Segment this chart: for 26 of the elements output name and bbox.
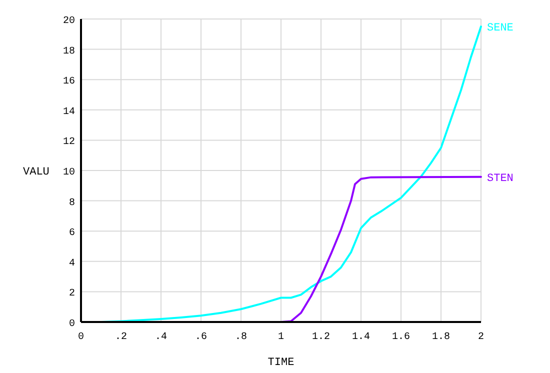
x-tick-label: .6 xyxy=(194,332,208,343)
x-tick-label: 1.4 xyxy=(352,332,370,343)
y-tick-label: 14 xyxy=(62,106,75,118)
x-tick-label: .8 xyxy=(234,332,248,343)
x-tick-label: .4 xyxy=(154,332,168,343)
y-tick-label: 4 xyxy=(68,258,75,270)
y-tick-label: 16 xyxy=(62,76,75,88)
x-tick-label: 1.8 xyxy=(432,332,450,343)
y-tick-label: 10 xyxy=(62,168,75,178)
y-axis-title: VALU xyxy=(23,166,50,178)
y-tick-label: 2 xyxy=(68,288,75,300)
series-label: STEN xyxy=(487,172,514,185)
x-tick-label: .2 xyxy=(114,332,128,343)
y-tick-label: 6 xyxy=(68,228,75,240)
x-tick-label: 1 xyxy=(278,332,284,343)
x-axis-title: TIME xyxy=(268,357,295,369)
x-tick-label: 1.6 xyxy=(392,332,410,343)
x-tick-label: 1.2 xyxy=(312,332,330,343)
y-tick-label: 12 xyxy=(62,137,75,148)
y-tick-label: 8 xyxy=(68,198,75,209)
y-tick-label: 20 xyxy=(62,16,75,27)
x-tick-label: 0 xyxy=(78,332,84,343)
x-tick-label: 2 xyxy=(478,332,484,343)
y-tick-label: 18 xyxy=(62,46,75,58)
y-tick-label: 0 xyxy=(68,319,75,330)
series-label: SENE xyxy=(487,22,514,35)
